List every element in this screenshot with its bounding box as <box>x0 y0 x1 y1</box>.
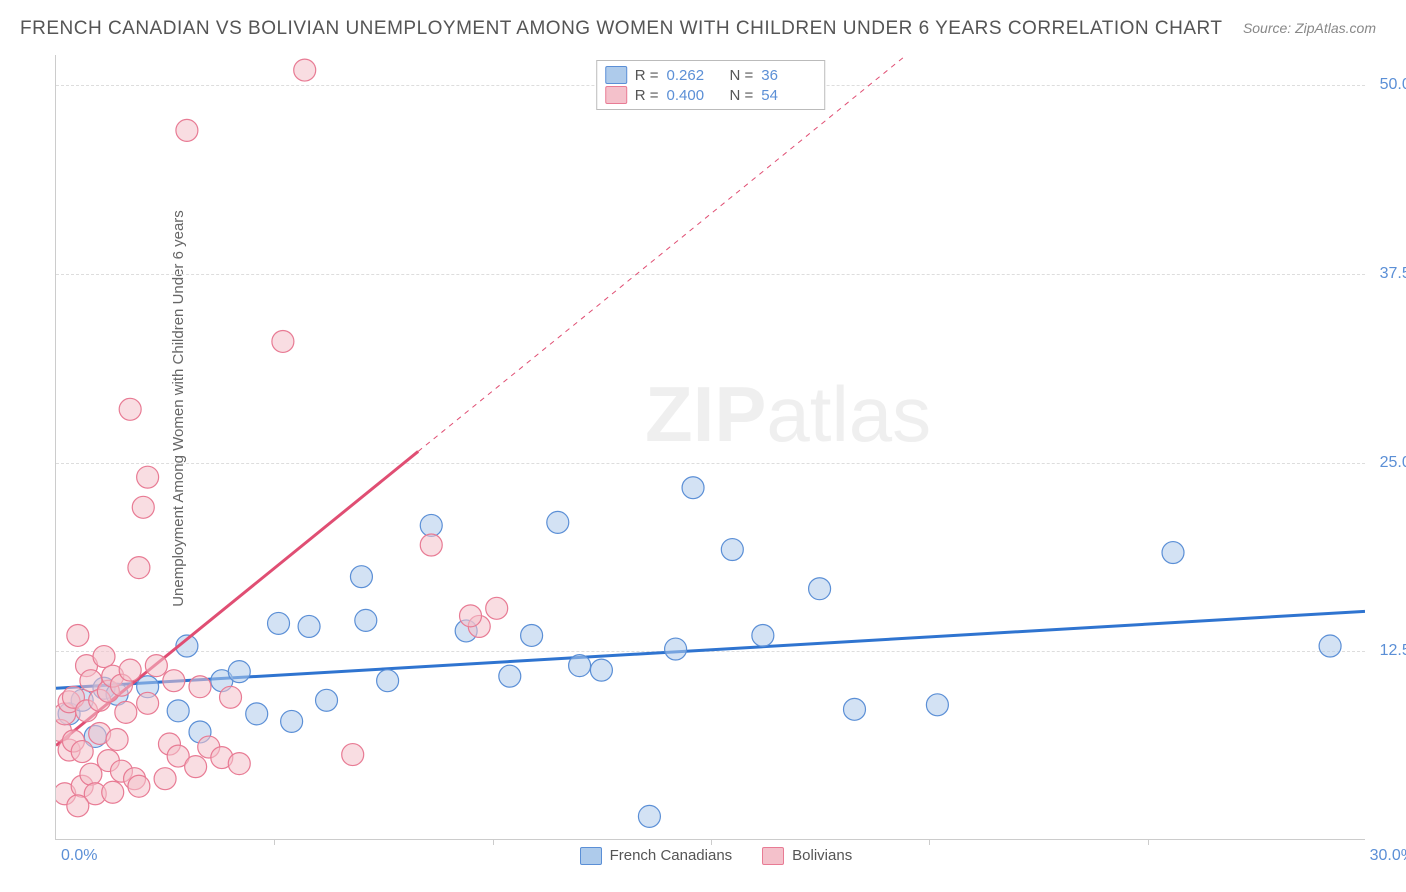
legend-n-value: 54 <box>761 87 816 104</box>
data-point <box>176 119 198 141</box>
data-point <box>119 659 141 681</box>
data-point <box>228 661 250 683</box>
data-point <box>316 689 338 711</box>
data-point <box>102 781 124 803</box>
data-point <box>638 805 660 827</box>
data-point <box>137 466 159 488</box>
data-point <box>294 59 316 81</box>
data-point <box>926 694 948 716</box>
data-point <box>486 597 508 619</box>
data-point <box>71 741 93 763</box>
trend-line <box>56 611 1365 688</box>
data-point <box>682 477 704 499</box>
data-point <box>809 578 831 600</box>
data-point <box>246 703 268 725</box>
data-point <box>128 775 150 797</box>
data-point <box>721 539 743 561</box>
data-point <box>132 496 154 518</box>
data-point <box>350 566 372 588</box>
source-credit: Source: ZipAtlas.com <box>1243 20 1376 36</box>
legend-r-label: R = <box>635 87 659 104</box>
data-point <box>1162 542 1184 564</box>
legend-swatch <box>580 847 602 865</box>
data-point <box>67 624 89 646</box>
y-tick-label: 25.0% <box>1380 454 1406 472</box>
data-point <box>272 330 294 352</box>
data-point <box>377 670 399 692</box>
y-tick-label: 50.0% <box>1380 76 1406 94</box>
legend-row: R = 0.400 N = 54 <box>605 85 817 105</box>
data-point <box>499 665 521 687</box>
legend-item: French Canadians <box>580 847 733 865</box>
data-point <box>220 686 242 708</box>
data-point <box>185 756 207 778</box>
chart-container: FRENCH CANADIAN VS BOLIVIAN UNEMPLOYMENT… <box>0 0 1406 892</box>
plot-area: ZIPatlas 12.5%25.0%37.5%50.0% 0.0% 30.0%… <box>55 55 1365 840</box>
data-point <box>420 514 442 536</box>
data-point <box>137 692 159 714</box>
data-point <box>298 615 320 637</box>
legend-r-value: 0.400 <box>667 87 722 104</box>
data-point <box>460 605 482 627</box>
data-point <box>228 753 250 775</box>
data-point <box>521 624 543 646</box>
legend-r-value: 0.262 <box>667 67 722 84</box>
legend-correlation: R = 0.262 N = 36 R = 0.400 N = 54 <box>596 60 826 110</box>
data-point <box>167 700 189 722</box>
x-tick <box>274 839 275 845</box>
data-point <box>569 655 591 677</box>
legend-n-value: 36 <box>761 67 816 84</box>
legend-swatch <box>605 86 627 104</box>
x-tick <box>1148 839 1149 845</box>
legend-n-label: N = <box>730 67 754 84</box>
trend-line-dashed <box>418 55 906 451</box>
data-point <box>342 744 364 766</box>
data-point <box>115 701 137 723</box>
data-point <box>1319 635 1341 657</box>
data-point <box>93 646 115 668</box>
data-point <box>67 795 89 817</box>
data-point <box>590 659 612 681</box>
data-point <box>189 676 211 698</box>
data-point <box>106 729 128 751</box>
x-tick <box>493 839 494 845</box>
y-tick-label: 37.5% <box>1380 265 1406 283</box>
legend-swatch <box>605 66 627 84</box>
data-point <box>665 638 687 660</box>
data-point <box>355 609 377 631</box>
legend-label: French Canadians <box>610 847 733 864</box>
data-point <box>145 655 167 677</box>
data-point <box>420 534 442 556</box>
data-point <box>154 768 176 790</box>
data-point <box>163 670 185 692</box>
data-point <box>119 398 141 420</box>
legend-label: Bolivians <box>792 847 852 864</box>
data-point <box>281 710 303 732</box>
x-tick-start: 0.0% <box>61 847 97 865</box>
data-point <box>843 698 865 720</box>
legend-swatch <box>762 847 784 865</box>
data-point <box>268 612 290 634</box>
data-point <box>547 511 569 533</box>
legend-r-label: R = <box>635 67 659 84</box>
data-point <box>128 557 150 579</box>
legend-n-label: N = <box>730 87 754 104</box>
chart-title: FRENCH CANADIAN VS BOLIVIAN UNEMPLOYMENT… <box>20 18 1223 40</box>
data-point <box>752 624 774 646</box>
scatter-svg <box>56 55 1365 839</box>
x-tick-end: 30.0% <box>1370 847 1406 865</box>
x-tick <box>711 839 712 845</box>
x-tick <box>929 839 930 845</box>
y-tick-label: 12.5% <box>1380 642 1406 660</box>
legend-row: R = 0.262 N = 36 <box>605 65 817 85</box>
legend-series: French Canadians Bolivians <box>580 847 853 865</box>
legend-item: Bolivians <box>762 847 852 865</box>
